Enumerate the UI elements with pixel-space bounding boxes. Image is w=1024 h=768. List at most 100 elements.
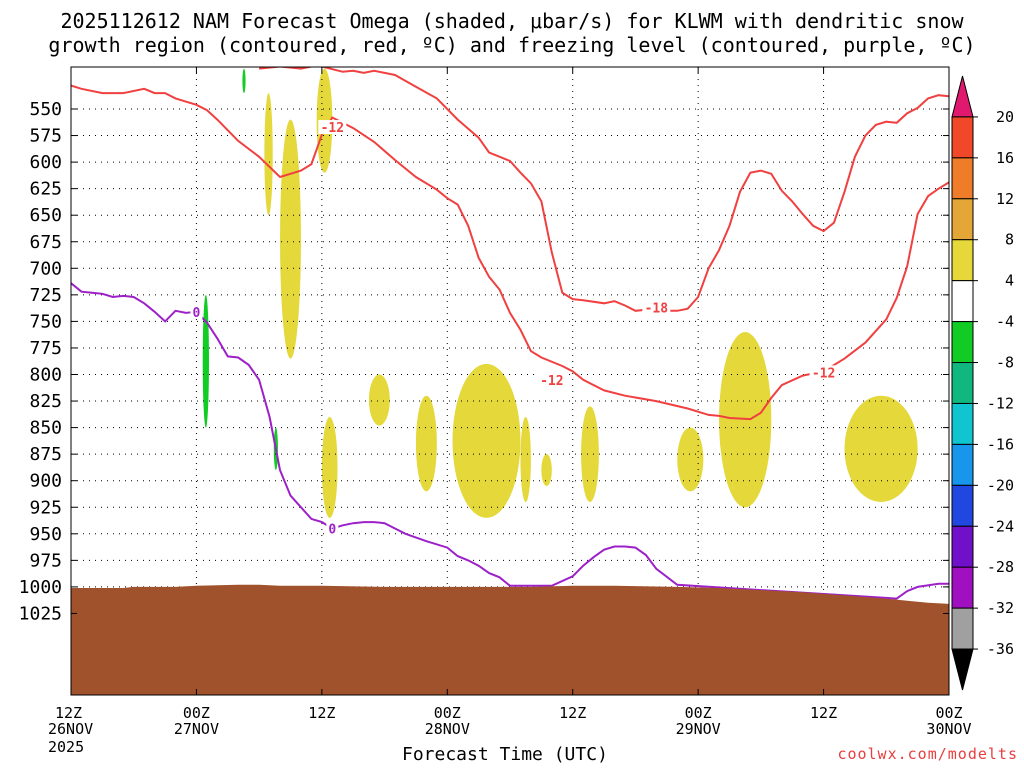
y-tick-label: 800 (29, 365, 62, 386)
omega-positive-patch (452, 363, 521, 518)
colorbar-band (951, 239, 974, 282)
y-tick-label: 775 (29, 338, 62, 359)
label-minus-12-upper: -12 (321, 121, 344, 136)
x-tick-hour-label: 00Z (935, 704, 962, 722)
colorbar-band (951, 607, 974, 650)
dendritic-lower-contour (259, 67, 949, 312)
terrain-fill (71, 584, 949, 695)
omega-positive-patch (581, 406, 599, 502)
colorbar-bottom-triangle (951, 648, 974, 691)
x-tick-date-label: 27NOV (174, 720, 219, 738)
y-tick-label: 675 (29, 232, 62, 253)
gridlines (71, 67, 949, 695)
omega-negative-patch (242, 68, 246, 94)
label-zero-0-bg (190, 304, 203, 319)
y-tick-label: 1025 (19, 603, 62, 624)
colorbar-label: 8 (1005, 231, 1014, 249)
y-tick-label: 825 (29, 391, 62, 412)
x-tick-hour-label: 12Z (55, 704, 82, 722)
chart-title-line-1: 2025112612 NAM Forecast Omega (shaded, μ… (60, 9, 964, 33)
label-minus-12-upper-bg (318, 120, 347, 135)
start-year: 2025 (48, 738, 85, 756)
y-tick-label: 1000 (19, 577, 62, 598)
colorbar-band (951, 402, 974, 445)
colorbar-label: -32 (987, 599, 1014, 617)
omega-positive-patch (520, 416, 531, 502)
colorbar-label: 12 (996, 190, 1014, 208)
label-minus-18-bg (642, 300, 671, 315)
omega-positive-patch (264, 93, 273, 216)
omega-positive-patch (844, 395, 918, 502)
label-minus-18: -18 (645, 302, 669, 317)
omega-positive-patch (415, 395, 437, 492)
colorbar-band (951, 321, 974, 364)
y-tick-label: 600 (29, 152, 62, 173)
y-tick-label: 725 (29, 285, 62, 306)
chart-title-line-2: growth region (contoured, red, ºC) and f… (48, 33, 976, 57)
label-minus-12-mid-bg (537, 372, 566, 387)
colorbar-label: 4 (1005, 272, 1014, 290)
x-tick-hour-label: 12Z (308, 704, 335, 722)
colorbar-band (951, 157, 974, 200)
colorbar: 20 16 12 8 4 -4 -8 -12 -16 -20 -24 -28 -32 -36 (951, 75, 1014, 691)
colorbar-band (951, 484, 974, 527)
freezing-level-contour (71, 282, 949, 600)
x-tick-hour-label: 12Z (559, 704, 586, 722)
label-minus-12-mid: -12 (540, 374, 563, 389)
omega-negative-patch (202, 294, 209, 428)
x-tick-hour-label: 00Z (183, 704, 210, 722)
omega-positive-patch (541, 454, 552, 487)
omega-shading (202, 68, 918, 518)
x-tick-date-label: 30NOV (926, 720, 971, 738)
colorbar-band (951, 566, 974, 609)
colorbar-label: -8 (996, 354, 1014, 372)
colorbar-band (951, 525, 974, 568)
x-tick-hour-label: 00Z (434, 704, 461, 722)
omega-positive-patch (677, 427, 704, 492)
omega-positive-patch (368, 374, 390, 426)
colorbar-top-triangle (951, 75, 974, 118)
colorbar-label: 16 (996, 149, 1014, 167)
colorbar-band (951, 443, 974, 486)
y-axis: 550 575 600 625 650 675 700 725 750 775 800 825 850 8… (19, 99, 949, 624)
plot-frame (70, 66, 950, 696)
colorbar-band (951, 280, 974, 323)
colorbar-band (951, 198, 974, 241)
y-tick-label: 925 (29, 497, 62, 518)
x-tick-hour-label: 00Z (685, 704, 712, 722)
y-tick-label: 750 (29, 311, 62, 332)
y-tick-label: 550 (29, 99, 62, 120)
label-minus-12-right: -12 (812, 366, 835, 381)
label-zero-1-bg (326, 521, 339, 536)
x-tick-date-label: 26NOV (48, 720, 93, 738)
y-tick-label: 850 (29, 418, 62, 439)
colorbar-label: -4 (996, 313, 1014, 331)
omega-positive-patch (280, 119, 301, 359)
y-tick-label: 950 (29, 524, 62, 545)
colorbar-label: -24 (987, 517, 1014, 535)
terrain (71, 584, 949, 695)
y-tick-label: 650 (29, 205, 62, 226)
label-zero-1: 0 (328, 522, 336, 537)
omega-positive-patch (321, 416, 338, 518)
label-minus-12-right-bg (809, 365, 838, 380)
colorbar-label: -36 (987, 640, 1014, 658)
y-tick-label: 700 (29, 258, 62, 279)
y-tick-label: 975 (29, 550, 62, 571)
x-axis-title: Forecast Time (UTC) (402, 744, 608, 765)
y-tick-label: 575 (29, 126, 62, 147)
colorbar-label: 20 (996, 108, 1014, 126)
colorbar-band (951, 116, 974, 159)
colorbar-label: -12 (987, 394, 1014, 412)
y-tick-label: 625 (29, 179, 62, 200)
site-credit: coolwx.com/modelts (837, 745, 1018, 763)
x-tick-date-label: 29NOV (676, 720, 721, 738)
colorbar-label: -20 (987, 476, 1014, 494)
colorbar-label: -16 (987, 435, 1014, 453)
x-tick-hour-label: 12Z (810, 704, 837, 722)
colorbar-band (951, 362, 974, 404)
y-tick-label: 900 (29, 471, 62, 492)
dendritic-upper-contour (71, 84, 949, 421)
